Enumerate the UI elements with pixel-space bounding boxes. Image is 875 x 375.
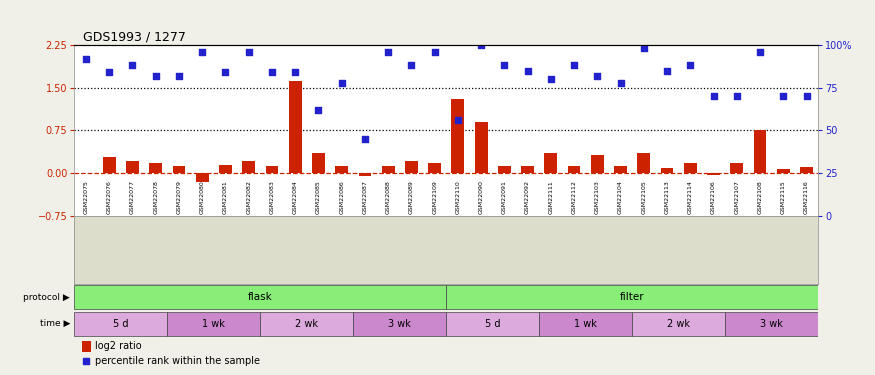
Point [125,63,139,69]
Bar [731,163,743,173]
Bar [103,157,116,173]
Text: 5 d: 5 d [485,319,500,329]
FancyBboxPatch shape [354,312,446,336]
Bar [777,169,789,173]
Bar [661,168,674,173]
Bar [150,163,162,173]
FancyBboxPatch shape [167,312,261,336]
Point [358,136,372,142]
Bar [359,173,371,176]
Point [172,73,186,79]
Bar [498,166,511,173]
Point [219,69,233,75]
Point [474,42,488,48]
Point [800,93,814,99]
Bar [637,153,650,173]
Bar [753,130,766,173]
Bar [242,160,256,173]
Point [382,49,396,55]
Text: 3 wk: 3 wk [388,319,411,329]
Bar [800,167,813,173]
Point [683,63,697,69]
FancyBboxPatch shape [74,285,446,309]
Text: 1 wk: 1 wk [202,319,225,329]
Bar [684,163,696,173]
Bar [544,153,557,173]
Bar [428,163,441,173]
Point [591,73,605,79]
Point [497,63,511,69]
FancyBboxPatch shape [74,312,167,336]
Point [288,69,302,75]
Bar [312,153,325,173]
FancyBboxPatch shape [725,312,818,336]
Text: GDS1993 / 1277: GDS1993 / 1277 [83,30,186,43]
Point [613,80,627,86]
FancyBboxPatch shape [632,312,725,336]
Point [79,56,93,62]
Bar [196,173,208,182]
Text: 5 d: 5 d [113,319,129,329]
FancyBboxPatch shape [539,312,632,336]
Bar [707,173,720,176]
Bar [219,165,232,173]
Bar [568,166,580,173]
FancyBboxPatch shape [261,312,354,336]
FancyBboxPatch shape [446,285,818,309]
Text: time ▶: time ▶ [39,320,70,328]
Bar [382,166,395,173]
Point [776,93,790,99]
Point [730,93,744,99]
Bar [614,166,627,173]
Text: 1 wk: 1 wk [574,319,597,329]
Bar [452,99,465,173]
Point [312,107,326,113]
Bar [289,81,302,173]
Point [265,69,279,75]
Text: 3 wk: 3 wk [760,319,783,329]
Point [149,73,163,79]
Text: protocol ▶: protocol ▶ [24,293,70,302]
Point [102,69,116,75]
Bar [522,166,534,173]
Point [637,45,651,51]
FancyBboxPatch shape [446,312,539,336]
Bar [335,166,348,173]
Text: percentile rank within the sample: percentile rank within the sample [95,356,260,366]
Text: filter: filter [620,292,645,302]
Bar [591,155,604,173]
Text: flask: flask [248,292,273,302]
Point [428,49,442,55]
Text: log2 ratio: log2 ratio [95,341,142,351]
Point [753,49,767,55]
Point [242,49,256,55]
Bar [265,166,278,173]
Point [521,68,535,74]
Point [544,76,558,82]
Bar [172,166,186,173]
Point [567,63,581,69]
Bar [475,122,487,173]
Point [451,117,465,123]
Point [334,80,348,86]
Text: 2 wk: 2 wk [667,319,690,329]
Point [660,68,674,74]
Point [548,289,562,295]
Bar [82,341,91,352]
Bar [126,160,139,173]
Point [404,63,418,69]
Text: 2 wk: 2 wk [295,319,318,329]
Point [706,93,720,99]
Bar [405,160,417,173]
Point [195,49,209,55]
